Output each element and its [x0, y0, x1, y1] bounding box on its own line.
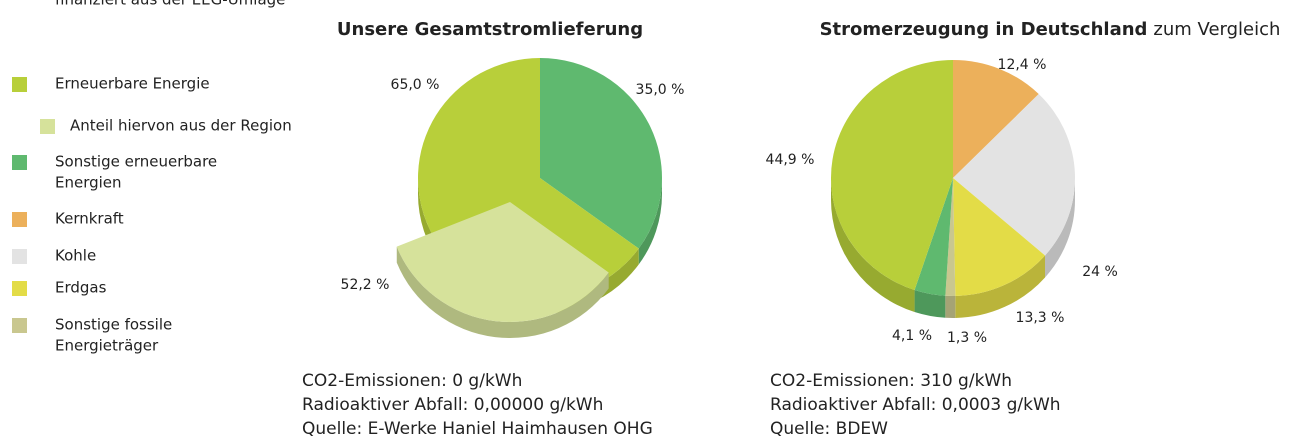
pie-slice [914, 178, 953, 296]
legend-swatch [12, 155, 27, 170]
pie-slice [953, 94, 1075, 256]
note: Radioaktiver Abfall: 0,00000 g/kWh [302, 395, 603, 415]
note: Quelle: BDEW [770, 419, 888, 436]
legend-label: Anteil hiervon aus der Region [70, 117, 292, 135]
value-label: 52,2 % [341, 277, 390, 293]
value-label: 35,0 % [636, 82, 685, 98]
chart-title-main: Unsere Gesamtstromlieferung [337, 19, 643, 40]
legend-swatch [40, 119, 55, 134]
legend-label: Energien [55, 174, 122, 192]
pie-slice [953, 60, 1039, 178]
pie-side [638, 178, 662, 265]
pie-side [830, 178, 915, 312]
note: CO2-Emissionen: 310 g/kWh [770, 371, 1012, 391]
chart-title-note: zum Vergleich [1153, 19, 1280, 40]
pie-side [1045, 178, 1075, 278]
legend-label: Erdgas [55, 279, 107, 297]
legend-swatch [12, 281, 27, 296]
pie-side [945, 295, 956, 318]
value-label: 12,4 % [998, 57, 1047, 73]
pie-side [955, 255, 1046, 318]
pie-slice [945, 178, 956, 296]
value-label: 13,3 % [1016, 310, 1065, 326]
pie-side [914, 289, 946, 318]
pie-slice [830, 60, 953, 290]
legend-label: Sonstige fossile [55, 316, 172, 334]
chart-title: Stromerzeugung in Deutschland zum Verglei… [820, 19, 1281, 40]
pie-side [396, 246, 609, 339]
pie-slice [953, 178, 1046, 296]
value-label: 65,0 % [391, 77, 440, 93]
legend-label: finanziert aus der EEG-Umlage [55, 0, 285, 9]
legend-label: Erneuerbare Energie [55, 75, 210, 93]
pie-slice [396, 202, 609, 322]
chart-title: Unsere Gesamtstromlieferung [337, 19, 643, 40]
legend-label: Kohle [55, 247, 96, 265]
legend-swatch [12, 212, 27, 227]
legend-label: Energieträger [55, 337, 159, 355]
chart-title-main: Stromerzeugung in Deutschland [820, 19, 1148, 40]
value-label: 24 % [1082, 264, 1118, 280]
value-label: 1,3 % [947, 330, 987, 346]
value-label: 44,9 % [766, 152, 815, 168]
legend-label: Kernkraft [55, 210, 124, 228]
pie-slice [540, 58, 662, 249]
value-label: 4,1 % [892, 328, 932, 344]
legend-swatch [12, 318, 27, 333]
legend-label: Sonstige erneuerbare [55, 153, 217, 171]
legend-swatch [12, 249, 27, 264]
note: Quelle: E-Werke Haniel Haimhausen OHG [302, 419, 653, 436]
note: CO2-Emissionen: 0 g/kWh [302, 371, 522, 391]
note: Radioaktiver Abfall: 0,0003 g/kWh [770, 395, 1061, 415]
legend-swatch [12, 77, 27, 92]
